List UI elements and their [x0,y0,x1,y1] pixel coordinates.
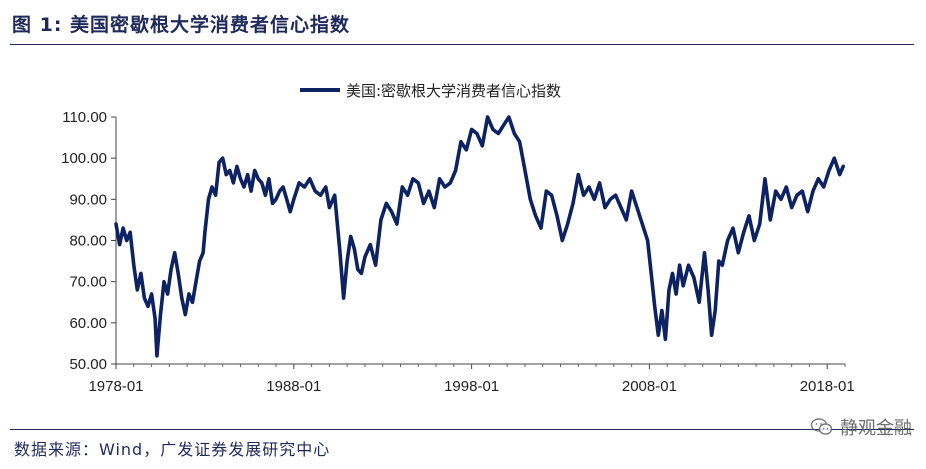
y-tick-label: 60.00 [69,315,107,332]
footer-rule [10,429,914,430]
x-tick-label: 2008-01 [622,378,677,395]
y-tick-label: 50.00 [69,356,107,373]
x-tick-label: 1978-01 [88,378,143,395]
wechat-icon [810,418,833,435]
y-tick-label: 70.00 [69,274,107,291]
y-tick-label: 90.00 [69,191,107,208]
watermark-text: 静观金融 [840,418,912,439]
y-tick-label: 80.00 [69,233,107,250]
x-tick-label: 1998-01 [444,378,499,395]
y-axis: 50.00 60.00 70.00 80.00 90.00 100.00 110.00 [61,109,116,373]
line-chart: 50.00 60.00 70.00 80.00 90.00 100.00 110.00 19… [61,82,855,395]
chart-legend: 美国:密歇根大学消费者信心指数 [300,82,561,100]
data-source: 数据来源：Wind，广发证券发展研究中心 [14,440,331,459]
x-axis: 1978-01 1988-01 1998-01 2008-01 2018-01 [88,364,855,395]
legend-label: 美国:密歇根大学消费者信心指数 [346,82,561,100]
x-tick-label: 2018-01 [800,378,855,395]
series-line-0 [114,115,846,358]
watermark: 静观金融 [810,414,912,440]
plot-area [114,115,846,358]
x-tick-label: 1988-01 [266,378,321,395]
y-tick-label: 110.00 [62,109,107,126]
y-tick-label: 100.00 [61,150,107,167]
figure-title: 图 1: 美国密歇根大学消费者信心指数 [12,14,351,36]
title-rule [10,44,914,45]
